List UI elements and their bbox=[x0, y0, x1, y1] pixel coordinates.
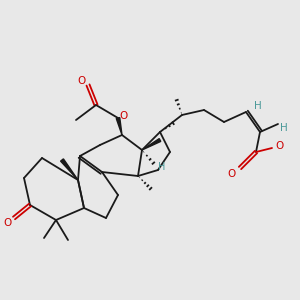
Text: H: H bbox=[254, 101, 262, 111]
Polygon shape bbox=[61, 159, 78, 180]
Text: O: O bbox=[3, 218, 11, 228]
Text: O: O bbox=[228, 169, 236, 179]
Text: O: O bbox=[120, 111, 128, 121]
Polygon shape bbox=[116, 118, 122, 135]
Text: H: H bbox=[158, 162, 166, 172]
Text: H: H bbox=[280, 123, 288, 133]
Text: O: O bbox=[77, 76, 85, 86]
Polygon shape bbox=[142, 139, 161, 150]
Text: O: O bbox=[275, 141, 283, 151]
